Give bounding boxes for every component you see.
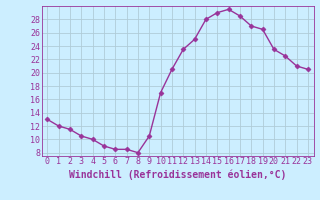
X-axis label: Windchill (Refroidissement éolien,°C): Windchill (Refroidissement éolien,°C) (69, 169, 286, 180)
